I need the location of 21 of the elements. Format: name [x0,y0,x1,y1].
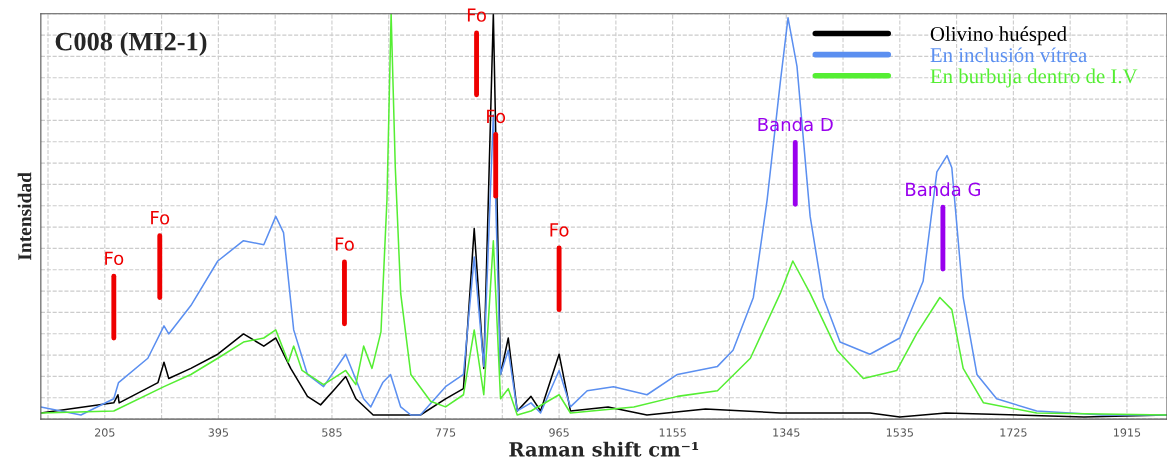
x-axis-title: Raman shift cm⁻¹ [509,441,699,457]
x-tick-label: 585 [322,428,342,437]
annotation: Fo [550,223,569,237]
x-tick-label: 1725 [1000,428,1027,437]
annotation: Fo [105,251,124,266]
y-axis-title: Intensidad [17,172,32,261]
legend-label: Olivino huésped [930,26,1067,46]
annotation: Fo [151,211,170,225]
annotation: Fo [335,237,354,251]
legend-label: En inclusión vítrea [930,47,1087,63]
annotation: Fo [467,8,486,22]
legend-label: En burbuja dentro de I.V [930,68,1138,88]
x-tick-label: 1535 [886,428,913,437]
x-tick-label: 1345 [773,428,800,437]
x-tick-label: 205 [95,428,115,437]
x-tick-label: 1915 [1114,428,1141,437]
x-tick-label: 775 [435,428,456,437]
text: C008 (MI2-1) [55,31,207,56]
x-tick-label: 965 [549,428,569,437]
x-tick-label: 395 [208,428,229,437]
x-tick-label: 1155 [659,428,686,437]
